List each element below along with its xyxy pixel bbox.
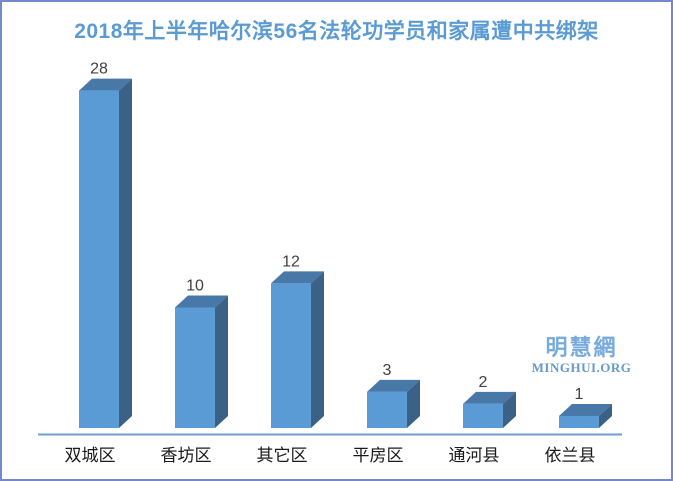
bar-value-label: 3 [383,362,392,379]
bar-side-face [503,391,516,428]
bar-column: 28 [79,61,132,428]
bar-side-face [119,78,132,428]
watermark-english-text: MINGHUI.ORG [531,360,632,375]
bar-side-face [215,295,228,428]
x-axis-label: 依兰县 [545,446,596,465]
watermark-chinese-text: 明慧網 [545,335,618,360]
bar-top-face [271,271,324,284]
bar-front-face [79,90,119,428]
bar-top-face [367,379,420,392]
chart-title: 2018年上半年哈尔滨56名法轮功学员和家属遭中共绑架 [74,20,599,43]
bar-front-face [367,391,407,428]
minghui-watermark: 明慧網 MINGHUI.ORG [519,335,644,376]
bar-front-face [271,283,311,428]
bar-top-face [175,295,228,308]
x-axis-label: 双城区 [65,446,116,465]
bar-column: 3 [367,362,420,428]
bar-value-label: 1 [575,386,584,403]
bar-value-label: 10 [186,278,204,295]
bar-column: 12 [271,253,324,428]
bar-front-face [175,307,215,428]
bar-side-face [599,403,612,428]
x-axis-label: 平房区 [353,446,404,465]
bar-front-face [463,403,503,428]
x-axis-label: 其它区 [257,446,308,465]
bar-top-face [463,391,516,404]
bar-front-face [559,415,599,428]
bar-column: 1 [559,386,612,428]
bar-side-face [311,271,324,428]
x-axis-label: 通河县 [449,446,500,465]
bar-top-face [559,403,612,416]
bar-top-face [79,78,132,91]
bar-column: 10 [175,278,228,428]
bar-value-label: 2 [479,374,488,391]
bar-column: 2 [463,374,516,428]
x-axis-label: 香坊区 [161,446,212,465]
bar-value-label: 28 [90,61,108,78]
bar-value-label: 12 [282,253,300,270]
bar-side-face [407,379,420,428]
